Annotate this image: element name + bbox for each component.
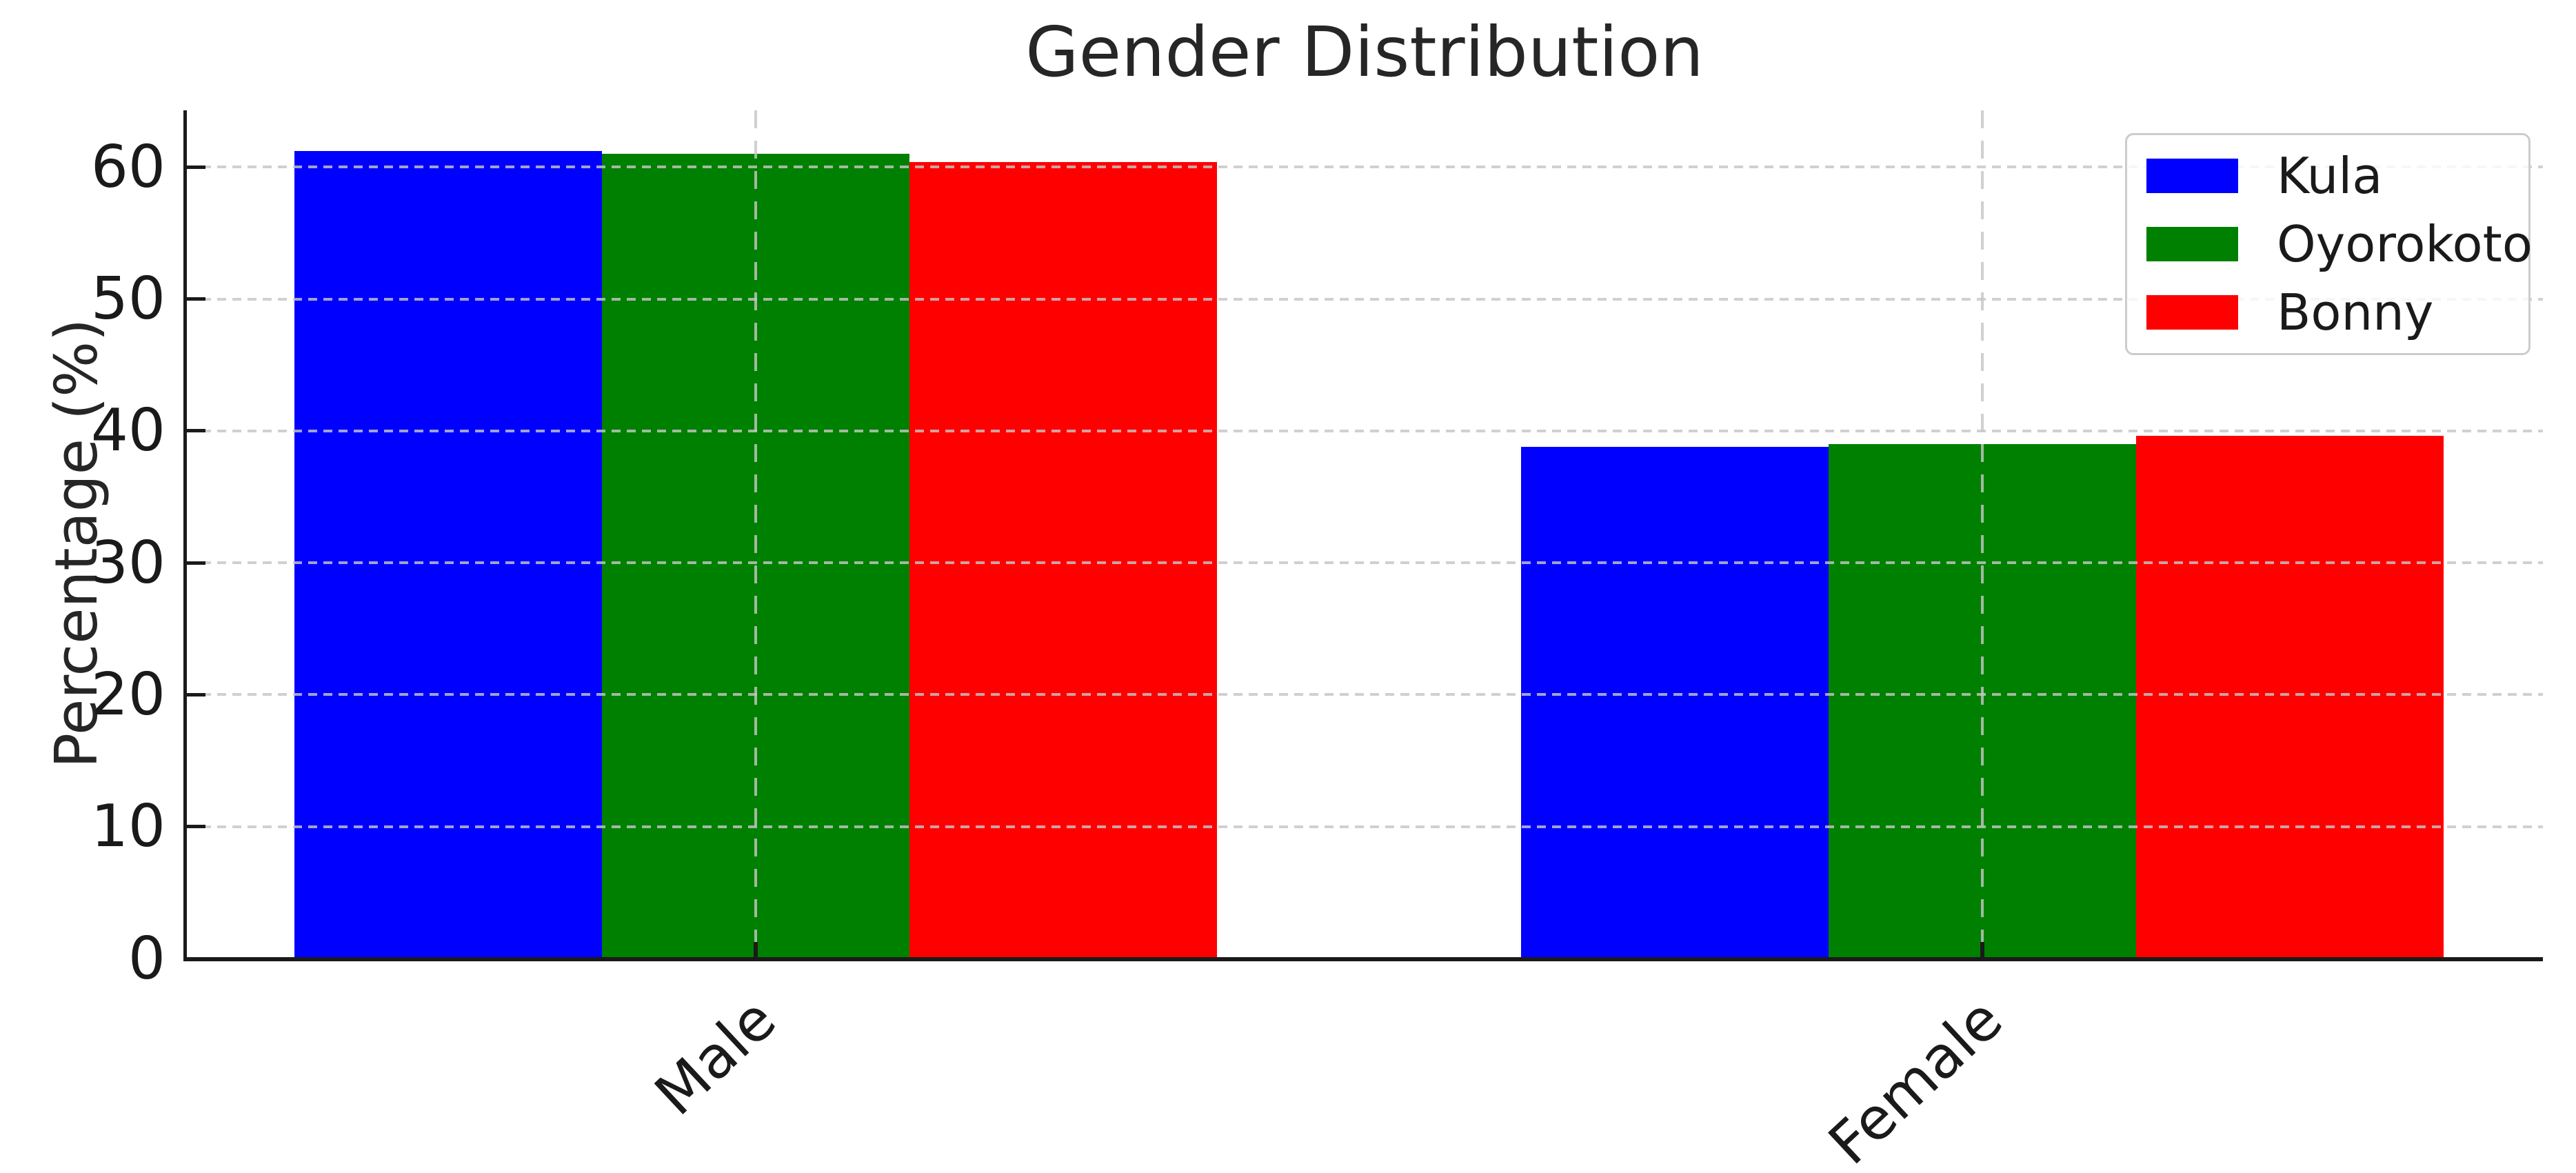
- y-tick-mark: [187, 297, 205, 301]
- y-tick-label: 0: [128, 924, 165, 993]
- bar-bonny-male: [909, 161, 1217, 959]
- h-gridline: [187, 693, 2543, 696]
- bar-kula-female: [1520, 446, 1829, 959]
- y-tick-label: 10: [90, 792, 165, 861]
- legend-swatch-bonny: [2146, 294, 2238, 330]
- y-tick-label: 50: [90, 265, 165, 334]
- h-gridline: [187, 429, 2543, 432]
- legend: Kula Oyorokoto Bonny: [2125, 133, 2533, 355]
- h-gridline: [187, 825, 2543, 828]
- y-tick-label: 40: [90, 397, 165, 465]
- y-tick-mark: [187, 165, 205, 169]
- h-gridline: [187, 297, 2543, 301]
- legend-item-kula: Kula: [2146, 147, 2528, 205]
- h-gridline: [187, 166, 2543, 169]
- x-tick-label-male: Male: [641, 985, 789, 1129]
- h-gridline: [187, 561, 2543, 565]
- legend-item-oyorokoto: Oyorokoto: [2146, 215, 2533, 273]
- chart-title: Gender Distribution: [1025, 12, 1704, 92]
- bar-kula-male: [294, 151, 602, 959]
- x-tick-mark: [753, 942, 758, 959]
- y-tick-mark: [187, 825, 205, 829]
- legend-item-bonny: Bonny: [2146, 283, 2528, 341]
- v-gridline: [754, 110, 757, 959]
- legend-label: Oyorokoto: [2277, 214, 2533, 273]
- x-tick-mark: [1980, 942, 1984, 959]
- y-tick-label: 20: [90, 660, 165, 729]
- y-tick-label: 30: [90, 528, 165, 597]
- v-gridline: [1980, 110, 1984, 959]
- y-tick-mark: [187, 561, 205, 565]
- y-tick-mark: [187, 692, 205, 696]
- bar-bonny-female: [2135, 436, 2444, 959]
- y-tick-label: 60: [90, 132, 165, 201]
- y-axis-spine: [183, 110, 187, 961]
- legend-label: Bonny: [2277, 283, 2434, 341]
- legend-swatch-oyorokoto: [2146, 226, 2238, 261]
- x-axis-spine: [183, 957, 2543, 961]
- legend-swatch-kula: [2146, 159, 2238, 194]
- legend-label: Kula: [2277, 147, 2383, 205]
- x-tick-label-female: Female: [1815, 985, 2015, 1173]
- y-tick-mark: [187, 429, 205, 433]
- y-tick-mark: [187, 956, 205, 961]
